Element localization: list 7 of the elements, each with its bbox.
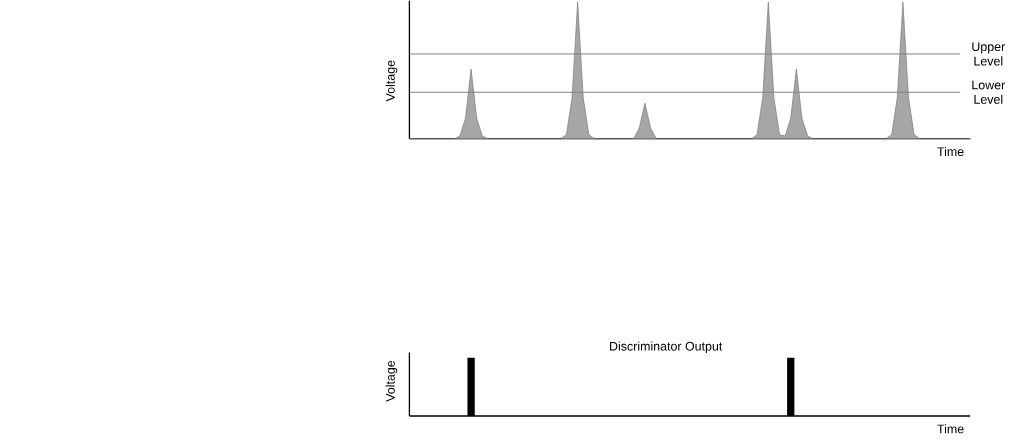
ref-line-label: Upper Level [972,42,1006,66]
chart-title: Discriminator Output [610,341,723,353]
y-axis-title: Voltage [385,360,398,402]
x-axis-title: Time [937,424,964,434]
ref-line-label: Lower Level [972,80,1006,104]
x-axis-title: Time [937,146,964,156]
y-axis-title: Voltage [385,60,398,102]
